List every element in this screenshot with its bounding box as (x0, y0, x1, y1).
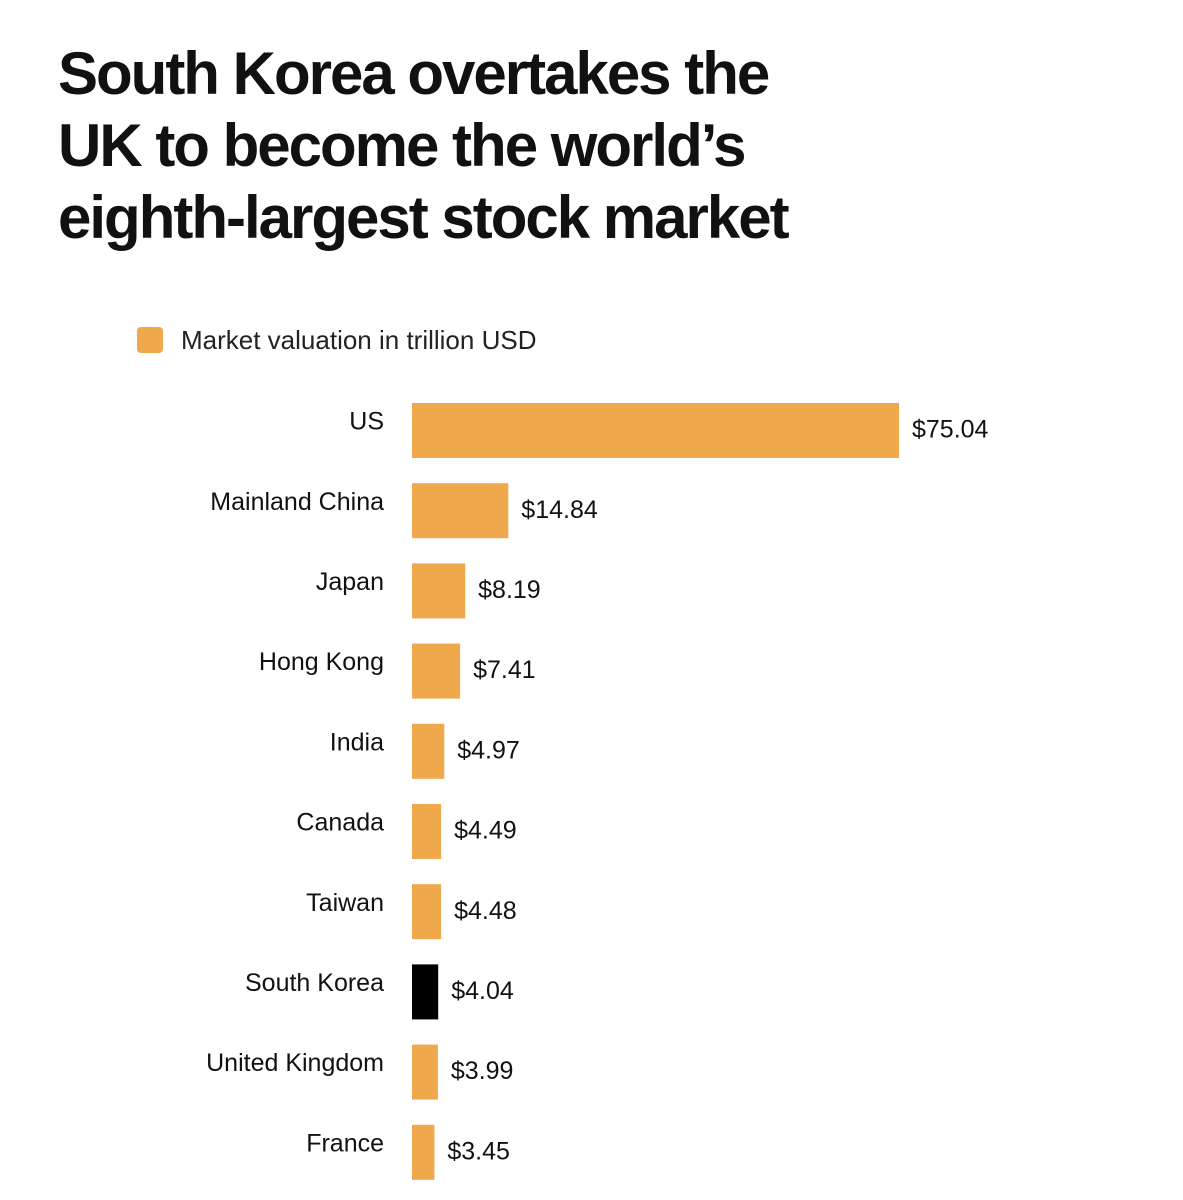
value-label-canada: $4.49 (454, 817, 517, 845)
category-label-us: US (349, 408, 384, 436)
legend-label: Market valuation in trillion USD (181, 324, 537, 355)
bar-france (412, 1124, 435, 1180)
legend-swatch (137, 327, 163, 353)
bar-india (412, 723, 445, 779)
category-label-hong-kong: Hong Kong (259, 648, 384, 676)
chart-title-line: UK to become the world’s (58, 112, 747, 179)
category-label-japan: Japan (316, 568, 384, 596)
bar-us (412, 403, 899, 458)
category-label-taiwan: Taiwan (306, 889, 384, 917)
value-label-india: $4.97 (457, 736, 520, 764)
category-label-india: India (330, 728, 384, 756)
chart-legend: Market valuation in trillion USD (137, 322, 536, 358)
value-label-japan: $8.19 (478, 576, 541, 604)
bar-taiwan (412, 884, 442, 940)
value-label-united-kingdom: $3.99 (451, 1057, 514, 1085)
category-label-mainland-china: Mainland China (210, 488, 384, 516)
value-label-mainland-china: $14.84 (521, 496, 598, 524)
bar-mainland-china (412, 483, 509, 539)
category-label-canada: Canada (296, 809, 384, 837)
bar-united-kingdom (412, 1044, 438, 1100)
value-label-south-korea: $4.04 (451, 977, 514, 1005)
bar-hong-kong (412, 643, 461, 699)
value-label-hong-kong: $7.41 (473, 656, 536, 684)
value-label-us: $75.04 (912, 416, 989, 444)
category-label-france: France (306, 1129, 384, 1157)
chart-title: South Korea overtakes the UK to become t… (58, 38, 1118, 254)
category-label-united-kingdom: United Kingdom (206, 1049, 384, 1077)
value-label-france: $3.45 (447, 1137, 510, 1165)
chart-title-line: eighth-largest stock market (58, 184, 790, 251)
bar-south-korea (412, 964, 439, 1020)
category-label-south-korea: South Korea (245, 969, 384, 997)
value-label-taiwan: $4.48 (454, 897, 517, 925)
chart-title-line: South Korea overtakes the (58, 40, 770, 107)
bar-canada (412, 804, 442, 859)
bar-japan (412, 563, 466, 619)
